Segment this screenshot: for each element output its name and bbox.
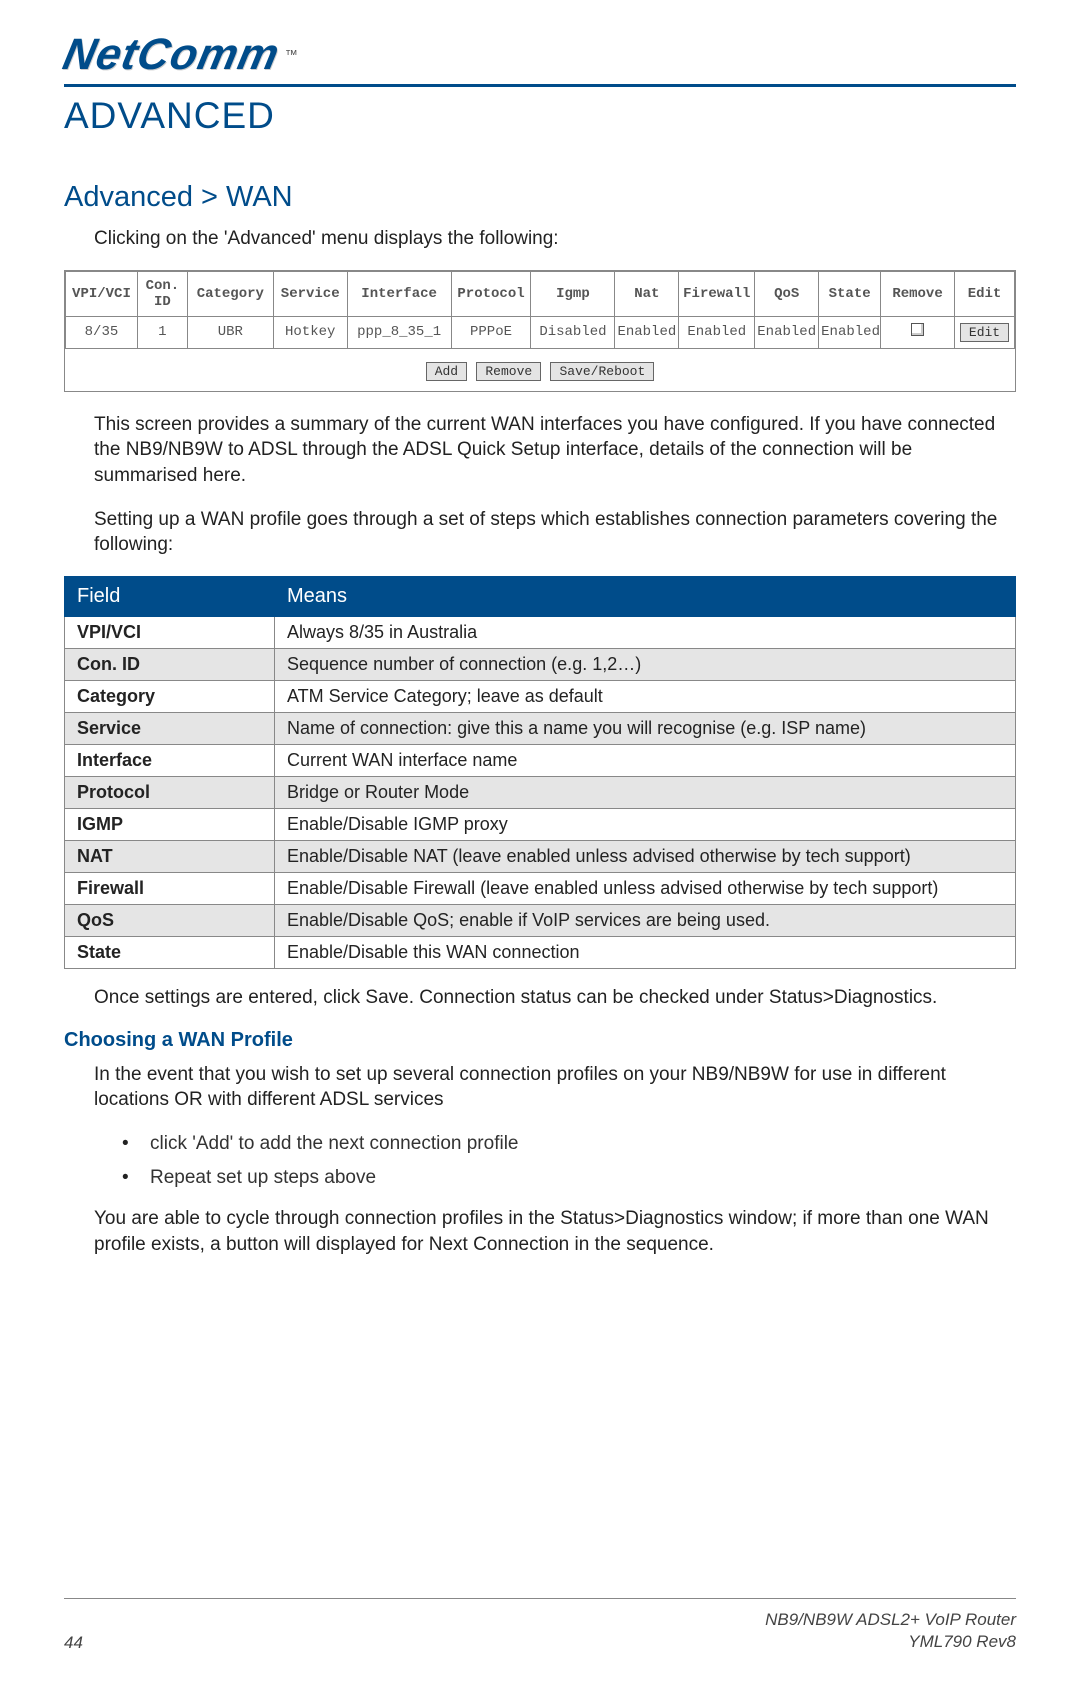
defs-cell-field: Service: [65, 713, 275, 745]
defs-cell-means: Enable/Disable Firewall (leave enabled u…: [275, 873, 1016, 905]
paragraph-summary: This screen provides a summary of the cu…: [94, 412, 1016, 489]
edit-button[interactable]: Edit: [960, 323, 1009, 342]
bullet-list: click 'Add' to add the next connection p…: [122, 1131, 1016, 1190]
defs-row: QoSEnable/Disable QoS; enable if VoIP se…: [65, 905, 1016, 937]
page-footer: 44 NB9/NB9W ADSL2+ VoIP Router YML790 Re…: [64, 1598, 1016, 1653]
bullet-item: Repeat set up steps above: [122, 1165, 1016, 1191]
wan-header-cell: Protocol: [451, 271, 531, 316]
wan-button-row: Add Remove Save/Reboot: [65, 349, 1015, 391]
defs-header-means: Means: [275, 577, 1016, 617]
wan-header-cell: VPI/VCI: [66, 271, 138, 316]
defs-cell-means: Always 8/35 in Australia: [275, 617, 1016, 649]
bullet-item: click 'Add' to add the next connection p…: [122, 1131, 1016, 1157]
defs-header-field: Field: [65, 577, 275, 617]
paragraph-steps-intro: Setting up a WAN profile goes through a …: [94, 507, 1016, 558]
remove-button[interactable]: Remove: [476, 362, 541, 381]
defs-cell-field: Firewall: [65, 873, 275, 905]
defs-cell-field: Category: [65, 681, 275, 713]
wan-header-cell: Edit: [955, 271, 1015, 316]
defs-cell-means: ATM Service Category; leave as default: [275, 681, 1016, 713]
defs-row: StateEnable/Disable this WAN connection: [65, 937, 1016, 969]
defs-row: NATEnable/Disable NAT (leave enabled unl…: [65, 841, 1016, 873]
paragraph-cycle: You are able to cycle through connection…: [94, 1206, 1016, 1257]
paragraph-after-table: Once settings are entered, click Save. C…: [94, 985, 1016, 1011]
defs-cell-means: Enable/Disable QoS; enable if VoIP servi…: [275, 905, 1016, 937]
defs-row: CategoryATM Service Category; leave as d…: [65, 681, 1016, 713]
cell-nat: Enabled: [615, 316, 679, 348]
wan-table-row: 8/35 1 UBR Hotkey ppp_8_35_1 PPPoE Disab…: [66, 316, 1015, 348]
cell-state: Enabled: [819, 316, 881, 348]
defs-cell-field: Protocol: [65, 777, 275, 809]
intro-text: Clicking on the 'Advanced' menu displays…: [94, 226, 1016, 252]
wan-header-cell: Category: [187, 271, 273, 316]
defs-cell-means: Enable/Disable NAT (leave enabled unless…: [275, 841, 1016, 873]
defs-cell-means: Sequence number of connection (e.g. 1,2……: [275, 649, 1016, 681]
wan-table-header-row: VPI/VCICon.IDCategoryServiceInterfacePro…: [66, 271, 1015, 316]
cell-igmp: Disabled: [531, 316, 615, 348]
remove-checkbox[interactable]: [911, 323, 924, 336]
cell-interface: ppp_8_35_1: [347, 316, 451, 348]
wan-header-cell: Firewall: [679, 271, 755, 316]
defs-cell-field: Interface: [65, 745, 275, 777]
cell-service: Hotkey: [273, 316, 347, 348]
defs-header-row: Field Means: [65, 577, 1016, 617]
wan-header-cell: Interface: [347, 271, 451, 316]
defs-row: FirewallEnable/Disable Firewall (leave e…: [65, 873, 1016, 905]
cell-qos: Enabled: [755, 316, 819, 348]
defs-row: IGMPEnable/Disable IGMP proxy: [65, 809, 1016, 841]
defs-row: ProtocolBridge or Router Mode: [65, 777, 1016, 809]
brand-logo: NetComm: [59, 30, 284, 80]
defs-cell-means: Current WAN interface name: [275, 745, 1016, 777]
wan-header-cell: Service: [273, 271, 347, 316]
defs-cell-field: NAT: [65, 841, 275, 873]
wan-header-cell: Nat: [615, 271, 679, 316]
wan-header-cell: Remove: [881, 271, 955, 316]
cell-firewall: Enabled: [679, 316, 755, 348]
cell-remove: [881, 316, 955, 348]
paragraph-choosing-intro: In the event that you wish to set up sev…: [94, 1062, 1016, 1113]
cell-vpi-vci: 8/35: [66, 316, 138, 348]
wan-header-cell: Igmp: [531, 271, 615, 316]
defs-cell-field: State: [65, 937, 275, 969]
defs-row: InterfaceCurrent WAN interface name: [65, 745, 1016, 777]
sub-heading-choosing-profile: Choosing a WAN Profile: [64, 1029, 1016, 1052]
defs-row: ServiceName of connection: give this a n…: [65, 713, 1016, 745]
defs-row: VPI/VCIAlways 8/35 in Australia: [65, 617, 1016, 649]
defs-cell-means: Name of connection: give this a name you…: [275, 713, 1016, 745]
field-definitions-table: Field Means VPI/VCIAlways 8/35 in Austra…: [64, 576, 1016, 969]
defs-cell-means: Enable/Disable this WAN connection: [275, 937, 1016, 969]
defs-row: Con. IDSequence number of connection (e.…: [65, 649, 1016, 681]
defs-cell-means: Bridge or Router Mode: [275, 777, 1016, 809]
footer-product: NB9/NB9W ADSL2+ VoIP Router: [765, 1609, 1016, 1631]
wan-header-cell: Con.ID: [137, 271, 187, 316]
brand-header: NetComm ™: [64, 30, 1016, 80]
wan-summary-panel: VPI/VCICon.IDCategoryServiceInterfacePro…: [64, 270, 1016, 392]
defs-cell-field: Con. ID: [65, 649, 275, 681]
header-rule: [64, 84, 1016, 87]
cell-con-id: 1: [137, 316, 187, 348]
defs-cell-means: Enable/Disable IGMP proxy: [275, 809, 1016, 841]
add-button[interactable]: Add: [426, 362, 467, 381]
cell-edit: Edit: [955, 316, 1015, 348]
wan-summary-table: VPI/VCICon.IDCategoryServiceInterfacePro…: [65, 271, 1015, 349]
defs-cell-field: IGMP: [65, 809, 275, 841]
footer-right: NB9/NB9W ADSL2+ VoIP Router YML790 Rev8: [765, 1609, 1016, 1653]
wan-header-cell: State: [819, 271, 881, 316]
page-number: 44: [64, 1633, 83, 1653]
cell-protocol: PPPoE: [451, 316, 531, 348]
save-reboot-button[interactable]: Save/Reboot: [550, 362, 654, 381]
section-title: ADVANCED: [64, 95, 1016, 137]
defs-cell-field: QoS: [65, 905, 275, 937]
wan-header-cell: QoS: [755, 271, 819, 316]
breadcrumb: Advanced > WAN: [64, 181, 1016, 214]
cell-category: UBR: [187, 316, 273, 348]
trademark-symbol: ™: [285, 47, 298, 62]
footer-rev: YML790 Rev8: [765, 1631, 1016, 1653]
defs-cell-field: VPI/VCI: [65, 617, 275, 649]
